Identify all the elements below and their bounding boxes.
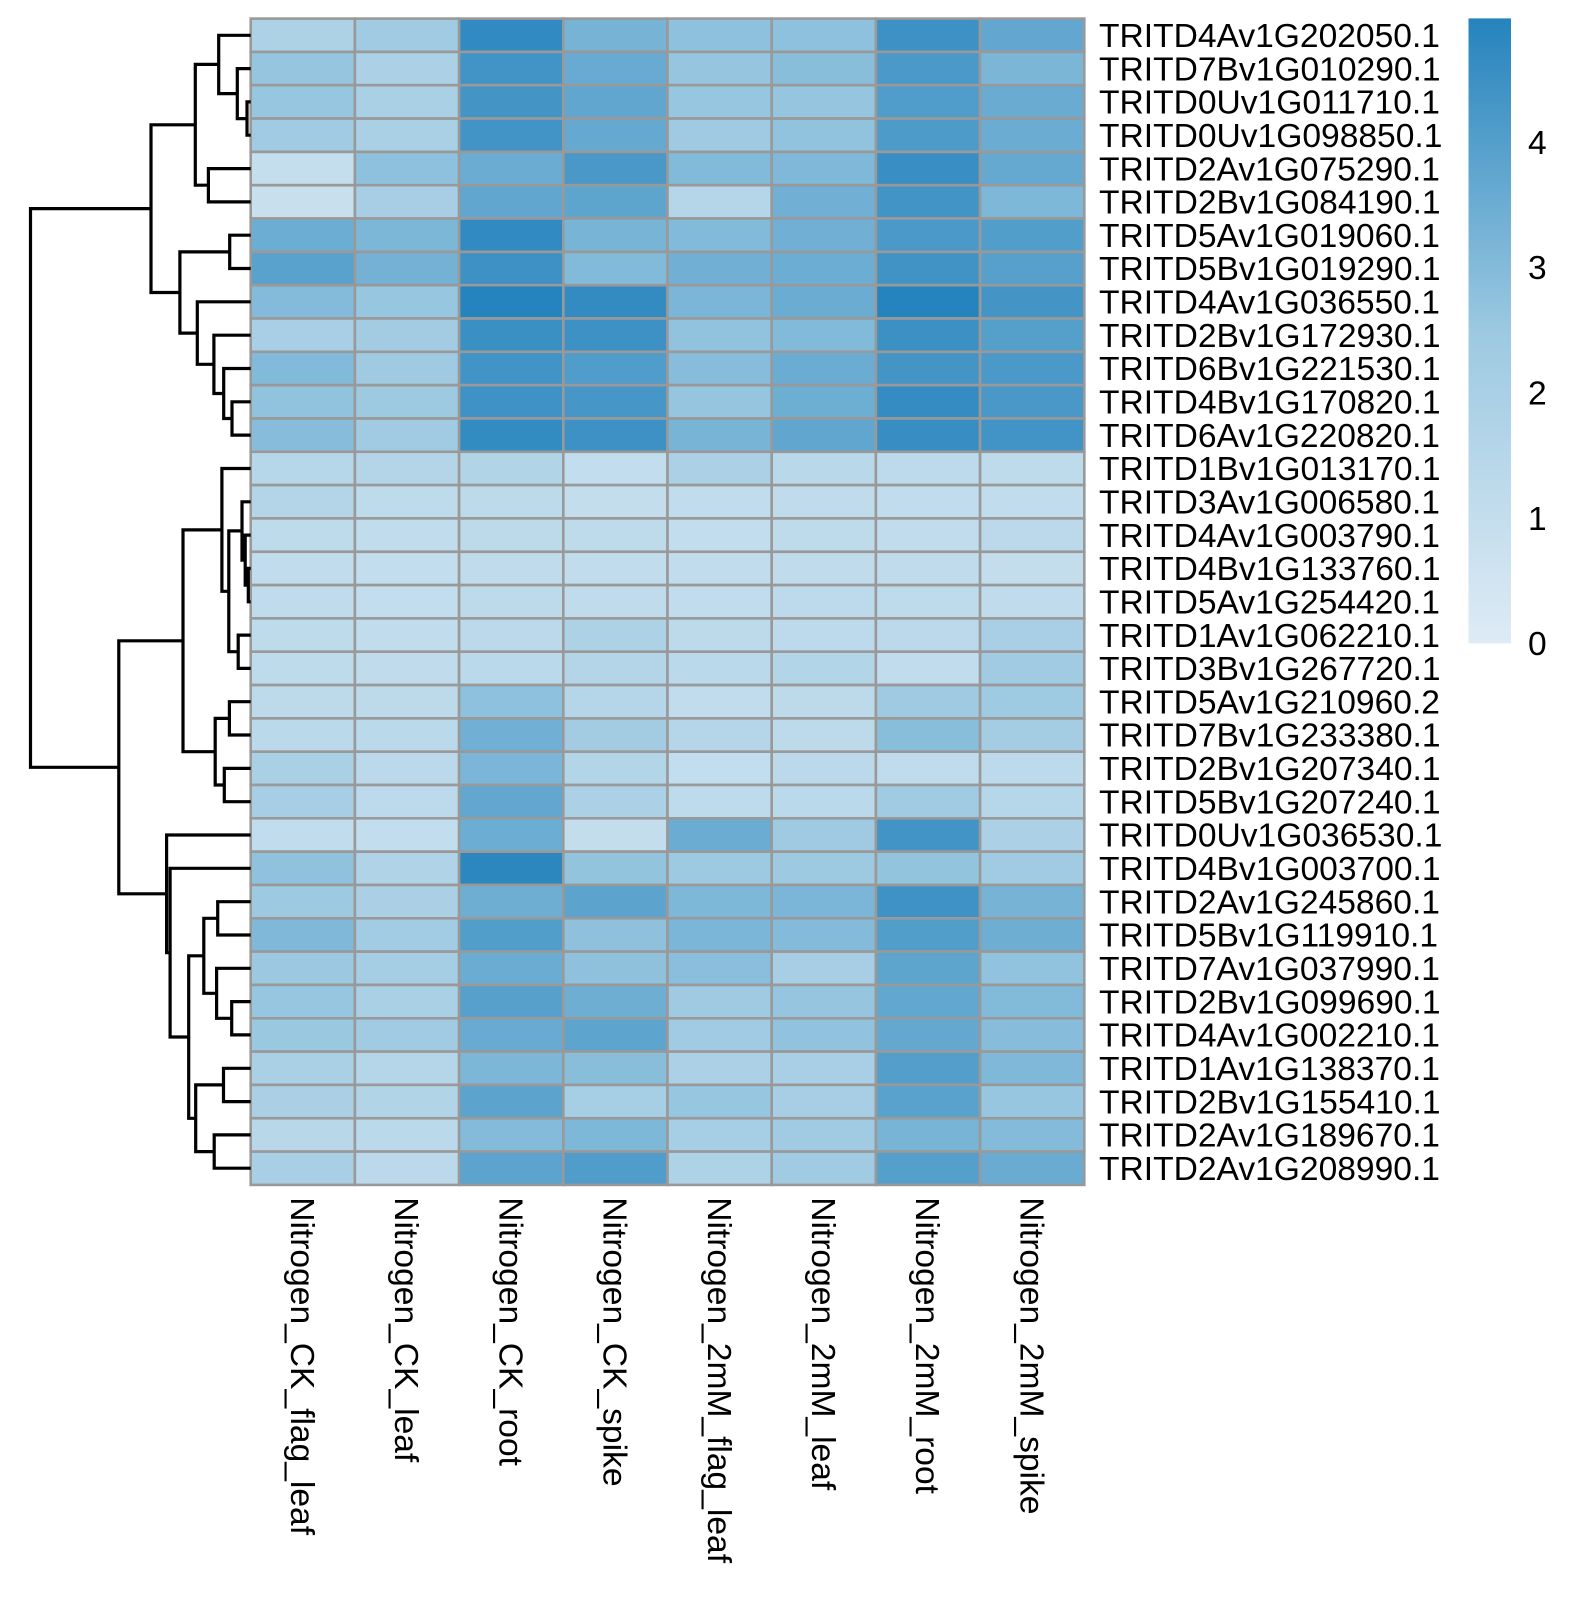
svg-text:0: 0 [1528, 626, 1547, 663]
svg-text:TRITD5Av1G254420.1: TRITD5Av1G254420.1 [1099, 585, 1440, 622]
svg-text:TRITD4Av1G003790.1: TRITD4Av1G003790.1 [1099, 518, 1440, 555]
svg-text:TRITD6Av1G220820.1: TRITD6Av1G220820.1 [1099, 418, 1440, 455]
svg-text:TRITD4Bv1G170820.1: TRITD4Bv1G170820.1 [1099, 385, 1441, 422]
svg-text:TRITD5Av1G210960.2: TRITD5Av1G210960.2 [1099, 684, 1440, 721]
svg-text:TRITD3Av1G006580.1: TRITD3Av1G006580.1 [1099, 485, 1440, 522]
svg-text:TRITD2Av1G245860.1: TRITD2Av1G245860.1 [1099, 884, 1440, 921]
svg-text:TRITD1Av1G138370.1: TRITD1Av1G138370.1 [1099, 1051, 1440, 1088]
svg-text:2: 2 [1528, 376, 1547, 413]
svg-text:TRITD2Av1G189670.1: TRITD2Av1G189670.1 [1099, 1118, 1440, 1155]
svg-text:TRITD4Av1G036550.1: TRITD4Av1G036550.1 [1099, 285, 1440, 322]
svg-text:TRITD2Av1G075290.1: TRITD2Av1G075290.1 [1099, 151, 1440, 188]
svg-text:TRITD2Bv1G099690.1: TRITD2Bv1G099690.1 [1099, 984, 1441, 1021]
svg-text:TRITD7Bv1G233380.1: TRITD7Bv1G233380.1 [1099, 718, 1441, 755]
svg-text:Nitrogen_2mM_flag_leaf: Nitrogen_2mM_flag_leaf [700, 1197, 737, 1564]
svg-text:Nitrogen_2mM_leaf: Nitrogen_2mM_leaf [804, 1197, 841, 1491]
svg-text:4: 4 [1528, 125, 1547, 162]
svg-text:TRITD4Av1G202050.1: TRITD4Av1G202050.1 [1099, 18, 1440, 55]
svg-text:Nitrogen_2mM_spike: Nitrogen_2mM_spike [1012, 1197, 1049, 1514]
svg-text:TRITD7Bv1G010290.1: TRITD7Bv1G010290.1 [1099, 51, 1441, 88]
svg-text:TRITD1Bv1G013170.1: TRITD1Bv1G013170.1 [1099, 451, 1441, 488]
svg-text:TRITD5Bv1G019290.1: TRITD5Bv1G019290.1 [1099, 251, 1441, 288]
svg-text:TRITD6Bv1G221530.1: TRITD6Bv1G221530.1 [1099, 351, 1441, 388]
svg-text:TRITD5Bv1G207240.1: TRITD5Bv1G207240.1 [1099, 784, 1441, 821]
svg-text:Nitrogen_CK_leaf: Nitrogen_CK_leaf [387, 1197, 424, 1463]
svg-text:Nitrogen_CK_root: Nitrogen_CK_root [491, 1197, 528, 1466]
svg-text:TRITD2Bv1G084190.1: TRITD2Bv1G084190.1 [1099, 185, 1441, 222]
svg-text:TRITD3Bv1G267720.1: TRITD3Bv1G267720.1 [1099, 651, 1441, 688]
svg-text:TRITD4Bv1G133760.1: TRITD4Bv1G133760.1 [1099, 551, 1441, 588]
svg-text:TRITD5Bv1G119910.1: TRITD5Bv1G119910.1 [1099, 918, 1438, 955]
svg-text:TRITD7Av1G037990.1: TRITD7Av1G037990.1 [1099, 951, 1440, 988]
svg-text:TRITD0Uv1G036530.1: TRITD0Uv1G036530.1 [1099, 818, 1442, 855]
svg-text:Nitrogen_2mM_root: Nitrogen_2mM_root [908, 1197, 945, 1494]
svg-text:Nitrogen_CK_spike: Nitrogen_CK_spike [596, 1197, 633, 1486]
svg-text:TRITD4Av1G002210.1: TRITD4Av1G002210.1 [1099, 1018, 1440, 1055]
svg-text:3: 3 [1528, 250, 1547, 287]
svg-text:TRITD4Bv1G003700.1: TRITD4Bv1G003700.1 [1099, 851, 1441, 888]
svg-text:TRITD1Av1G062210.1: TRITD1Av1G062210.1 [1099, 618, 1440, 655]
svg-text:TRITD5Av1G019060.1: TRITD5Av1G019060.1 [1099, 218, 1440, 255]
svg-text:TRITD2Bv1G207340.1: TRITD2Bv1G207340.1 [1099, 751, 1441, 788]
svg-text:TRITD0Uv1G011710.1: TRITD0Uv1G011710.1 [1099, 85, 1440, 122]
svg-text:TRITD2Av1G208990.1: TRITD2Av1G208990.1 [1099, 1151, 1440, 1188]
svg-text:1: 1 [1528, 501, 1547, 538]
svg-text:Nitrogen_CK_flag_leaf: Nitrogen_CK_flag_leaf [283, 1197, 320, 1536]
svg-text:TRITD0Uv1G098850.1: TRITD0Uv1G098850.1 [1099, 118, 1442, 155]
svg-text:TRITD2Bv1G155410.1: TRITD2Bv1G155410.1 [1099, 1084, 1441, 1121]
svg-text:TRITD2Bv1G172930.1: TRITD2Bv1G172930.1 [1099, 318, 1441, 355]
